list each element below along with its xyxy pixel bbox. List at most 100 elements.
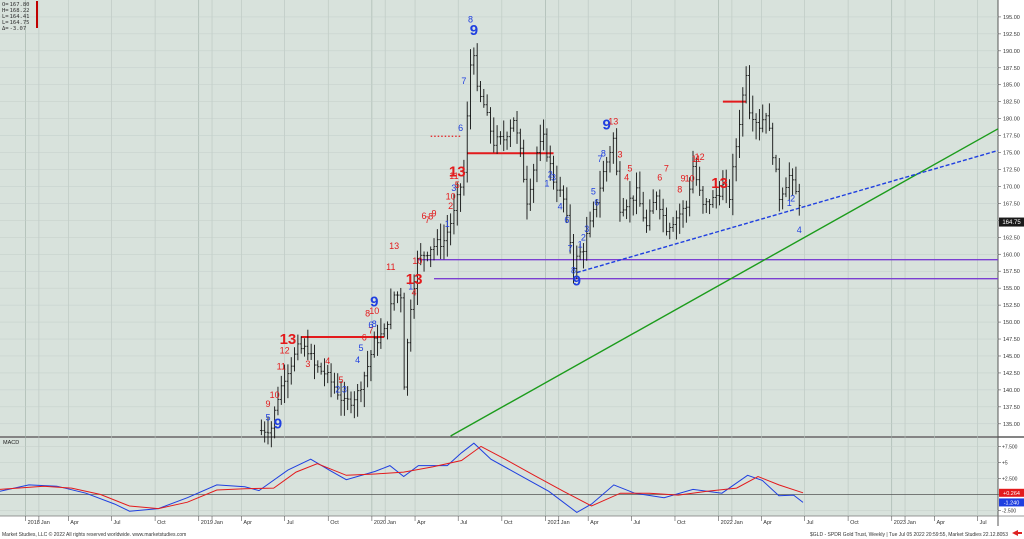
ohlc-bar — [482, 88, 486, 108]
ohlc-bar — [764, 112, 768, 134]
macd-value-label: +0.264 — [1003, 491, 1020, 497]
count-label: 8 — [571, 265, 576, 275]
count-label: 2 — [448, 201, 453, 211]
count-label: 9 — [573, 272, 581, 289]
date-tick-label: Jan — [214, 520, 223, 526]
price-axis-ticks: 135.00 137.50 140.00 142.50 145.00 147.50 150.… — [998, 15, 1020, 428]
count-label: 5 — [358, 343, 363, 353]
ohlc-bar — [777, 158, 781, 212]
count-label: 6 — [458, 123, 463, 133]
ohlc-bar — [349, 391, 353, 414]
ohlc-bar — [794, 166, 798, 195]
date-tick-label: Apr — [590, 520, 599, 526]
ohlc-bar — [455, 182, 459, 226]
ohlc-bar — [538, 124, 542, 162]
ohlc-bar — [568, 204, 572, 254]
price-tick-label: 190.00 — [1003, 49, 1020, 55]
ohlc-bar — [535, 146, 539, 183]
date-tick-label: Jul — [633, 520, 640, 526]
count-label: 2 — [335, 385, 340, 395]
ohlc-bar — [303, 338, 306, 357]
trendlines — [450, 128, 999, 437]
count-label: 5 — [591, 187, 596, 197]
ohlc-bar — [748, 65, 751, 120]
date-tick-label: Oct — [330, 520, 339, 526]
ohlc-bar — [681, 200, 685, 228]
count-label: 13 — [389, 241, 399, 251]
readout-open: O=167.80 — [2, 2, 30, 8]
count-label: 6 — [594, 197, 599, 207]
ohlc-bar — [575, 245, 579, 280]
count-label: 5 — [455, 180, 460, 190]
ohlc-bar — [396, 291, 399, 304]
ohlc-bar — [724, 169, 728, 204]
count-label: 13 — [608, 117, 618, 127]
ohlc-bar — [572, 233, 575, 284]
ohlc-bar — [406, 338, 409, 396]
last-price-label: 164.75 — [1002, 220, 1021, 226]
date-tick-label: Jul — [113, 520, 120, 526]
ohlc-bar — [485, 94, 489, 116]
ohlc-bar — [293, 347, 296, 372]
ohlc-bar — [333, 372, 336, 394]
ohlc-bar — [585, 216, 589, 261]
count-label: 3 — [617, 149, 622, 159]
price-tick-label: 192.50 — [1003, 32, 1020, 38]
ohlc-bar — [495, 125, 499, 154]
ohlc-bar — [269, 421, 273, 448]
count-label: 13 — [280, 331, 297, 348]
ohlc-bar — [475, 43, 479, 92]
ohlc-bar — [615, 128, 619, 176]
ohlc-bar — [508, 119, 512, 148]
ohlc-bar — [492, 117, 496, 153]
ohlc-bar — [774, 154, 778, 173]
price-panel — [0, 0, 998, 436]
ohlc-bar — [425, 251, 429, 262]
ohlc-bar — [665, 207, 668, 236]
price-tick-label: 160.00 — [1003, 252, 1020, 258]
ohlc-bar — [754, 113, 758, 140]
ohlc-bar — [608, 146, 612, 173]
ohlc-bar — [266, 416, 270, 445]
horizontal-levels — [301, 100, 998, 338]
price-tick-label: 147.50 — [1003, 337, 1020, 343]
ohlc-bar — [562, 185, 565, 213]
count-label: 5 — [627, 164, 632, 174]
date-tick-label: 2021 — [547, 520, 559, 526]
ohlc-bar — [306, 329, 310, 361]
count-label: 1 — [787, 198, 792, 208]
ohlc-bar — [449, 213, 453, 246]
date-tick-label: Oct — [504, 520, 513, 526]
count-label: 7 — [664, 164, 669, 174]
count-label: 6 — [362, 332, 367, 342]
price-tick-label: 185.00 — [1003, 83, 1020, 89]
ohlc-bar — [552, 155, 555, 190]
ohlc-bar — [714, 186, 718, 209]
price-tick-label: 155.00 — [1003, 286, 1020, 292]
ohlc-bar — [645, 209, 648, 233]
price-tick-label: 162.50 — [1003, 235, 1020, 241]
ohlc-bar — [701, 185, 705, 214]
ohlc-bar — [734, 138, 738, 182]
count-label: 6 — [564, 215, 569, 225]
count-label: 8 — [601, 149, 606, 159]
ohlc-bar — [336, 373, 340, 400]
ohlc-bar — [515, 110, 519, 144]
ohlc-bars — [259, 43, 801, 448]
macd-value-box — [999, 498, 1024, 507]
count-label: 6 — [368, 320, 373, 330]
ohlc-bar — [661, 198, 665, 233]
ohlc-bar — [698, 166, 702, 196]
arrow-left-icon[interactable] — [1012, 530, 1018, 536]
count-label: 9 — [603, 116, 611, 133]
ohlc-bar — [618, 161, 622, 222]
count-label: 11 — [692, 154, 701, 164]
ohlc-bar — [728, 179, 731, 209]
ohlc-bar — [359, 381, 363, 403]
count-label: 4 — [797, 225, 802, 235]
ohlc-bar — [346, 386, 350, 411]
ohlc-bar — [319, 362, 323, 375]
ohlc-bar — [542, 119, 545, 151]
ohlc-bar — [296, 334, 300, 361]
